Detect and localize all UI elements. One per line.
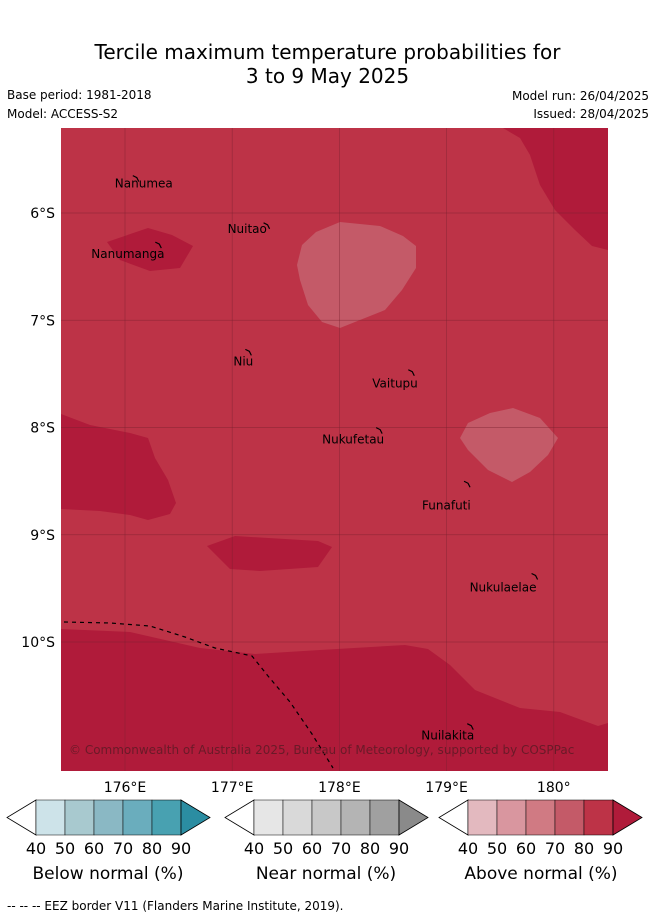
colorbar-segment (93, 799, 124, 836)
latitude-labels: 6°S 7°S 8°S 9°S 10°S (21, 206, 55, 651)
place-name-label: Nuilakita (421, 729, 474, 743)
issued-date: Issued: 28/04/2025 (533, 107, 649, 121)
graticule (61, 128, 608, 771)
model-run: Model run: 26/04/2025 (511, 89, 649, 103)
colorbars: 40 50 60 70 80 90 40 50 60 70 80 90 40 50 60 70 80 90 (6, 799, 643, 858)
title-line-2: 3 to 9 May 2025 (245, 64, 410, 88)
map-title: Tercile maximum temperature probabilitie… (0, 40, 655, 88)
colorbar-tick-label: 90 (603, 839, 623, 858)
longitude-tick-label: 178°E (318, 780, 361, 796)
island-shape (408, 369, 415, 376)
colorbar-tick-label: 60 (84, 839, 104, 858)
colorbar-tick-label: 60 (516, 839, 536, 858)
colorbar-segment (369, 799, 400, 836)
eez-footnote: -- -- -- EEZ border V11 (Flanders Marine… (7, 899, 344, 913)
place-name-label: Niu (233, 354, 253, 368)
colorbar-segment (35, 799, 66, 836)
probability-field: © Commonwealth of Australia 2025, Bureau… (61, 128, 608, 771)
latitude-tick-label: 9°S (30, 528, 55, 544)
colorbar-tick-label: 70 (113, 839, 133, 858)
colorbar-tick-label: 80 (574, 839, 594, 858)
longitude-tick-label: 177°E (211, 780, 254, 796)
place-name-label: Nanumea (115, 177, 173, 191)
colorbar-tick-label: 50 (487, 839, 507, 858)
island-outlines (132, 175, 539, 730)
region-80-90-central (207, 536, 332, 571)
colorbar-over-arrow (612, 799, 643, 836)
colorbar-segment (64, 799, 95, 836)
colorbar-under-arrow (224, 799, 255, 836)
latitude-tick-label: 8°S (30, 421, 55, 437)
place-name-label: Nukufetau (322, 433, 384, 447)
above-normal-label: Above normal (%) (464, 864, 618, 884)
colorbar-under-arrow (438, 799, 469, 836)
near-normal-label: Near normal (%) (255, 864, 397, 884)
place-name-label: Vaitupu (372, 377, 418, 391)
latitude-tick-label: 10°S (21, 635, 55, 651)
longitude-tick-label: 180° (537, 780, 571, 796)
colorbar-tick-label: 40 (458, 839, 478, 858)
island-shape (531, 572, 539, 580)
colorbar-0: 40 50 60 70 80 90 (6, 799, 211, 858)
colorbar-tick-label: 60 (302, 839, 322, 858)
colorbar-tick-label: 80 (142, 839, 162, 858)
colorbar-segment (583, 799, 614, 836)
region-80-90-west (61, 414, 176, 520)
place-name-label: Nanumanga (91, 247, 164, 261)
colorbar-segment (253, 799, 284, 836)
latitude-tick-label: 6°S (30, 206, 55, 222)
colorbar-tick-label: 90 (389, 839, 409, 858)
island-shape (463, 480, 471, 488)
colorbar-tick-label: 80 (360, 839, 380, 858)
colorbar-over-arrow (398, 799, 429, 836)
model-name: Model: ACCESS-S2 (7, 107, 119, 121)
colorbar-segment (282, 799, 313, 836)
region-80-90-nanumanga (107, 228, 193, 271)
island-shape (263, 222, 271, 230)
island-shape (466, 723, 474, 730)
colorbar-under-arrow (6, 799, 37, 836)
copyright-notice: © Commonwealth of Australia 2025, Bureau… (69, 743, 574, 757)
colorbar-segment (467, 799, 498, 836)
region-80-90-south (61, 629, 608, 771)
region-80-90-northeast (503, 128, 608, 250)
colorbar-segment (496, 799, 527, 836)
colorbar-tick-label: 90 (171, 839, 191, 858)
island-shape (132, 175, 140, 182)
island-shape (375, 427, 383, 434)
longitude-labels: 176°E 177°E 178°E 179°E 180° (104, 780, 571, 796)
latitude-tick-label: 7°S (30, 313, 55, 329)
place-name-label: Nukulaelae (470, 581, 537, 595)
colorbar-tick-label: 70 (331, 839, 351, 858)
colorbar-1: 40 50 60 70 80 90 (224, 799, 429, 858)
title-line-1: Tercile maximum temperature probabilitie… (94, 40, 561, 64)
longitude-tick-label: 176°E (104, 780, 147, 796)
colorbar-tick-label: 40 (26, 839, 46, 858)
colorbar-segment (554, 799, 585, 836)
colorbar-tick-label: 70 (545, 839, 565, 858)
region-60-70-north (297, 222, 416, 328)
base-period: Base period: 1981-2018 (7, 88, 152, 102)
colorbar-2: 40 50 60 70 80 90 (438, 799, 643, 858)
colorbar-segment (151, 799, 182, 836)
island-shape (245, 348, 252, 356)
colorbar-tick-label: 50 (273, 839, 293, 858)
colorbar-segment (525, 799, 556, 836)
colorbar-tick-label: 50 (55, 839, 75, 858)
colorbar-tick-label: 40 (244, 839, 264, 858)
eez-border-line (63, 621, 334, 769)
colorbar-segment (340, 799, 371, 836)
colorbar-over-arrow (180, 799, 211, 836)
longitude-tick-label: 179°E (425, 780, 468, 796)
colorbar-segment (122, 799, 153, 836)
below-normal-label: Below normal (%) (32, 864, 184, 884)
island-shape (155, 241, 162, 249)
colorbar-segment (311, 799, 342, 836)
region-60-70-east (460, 408, 558, 482)
place-name-label: Funafuti (422, 498, 471, 512)
place-name-label: Nuitao (228, 222, 267, 236)
place-labels: Nanumea Nuitao Nanumanga Niu Vaitupu Nukufeta… (91, 177, 536, 743)
